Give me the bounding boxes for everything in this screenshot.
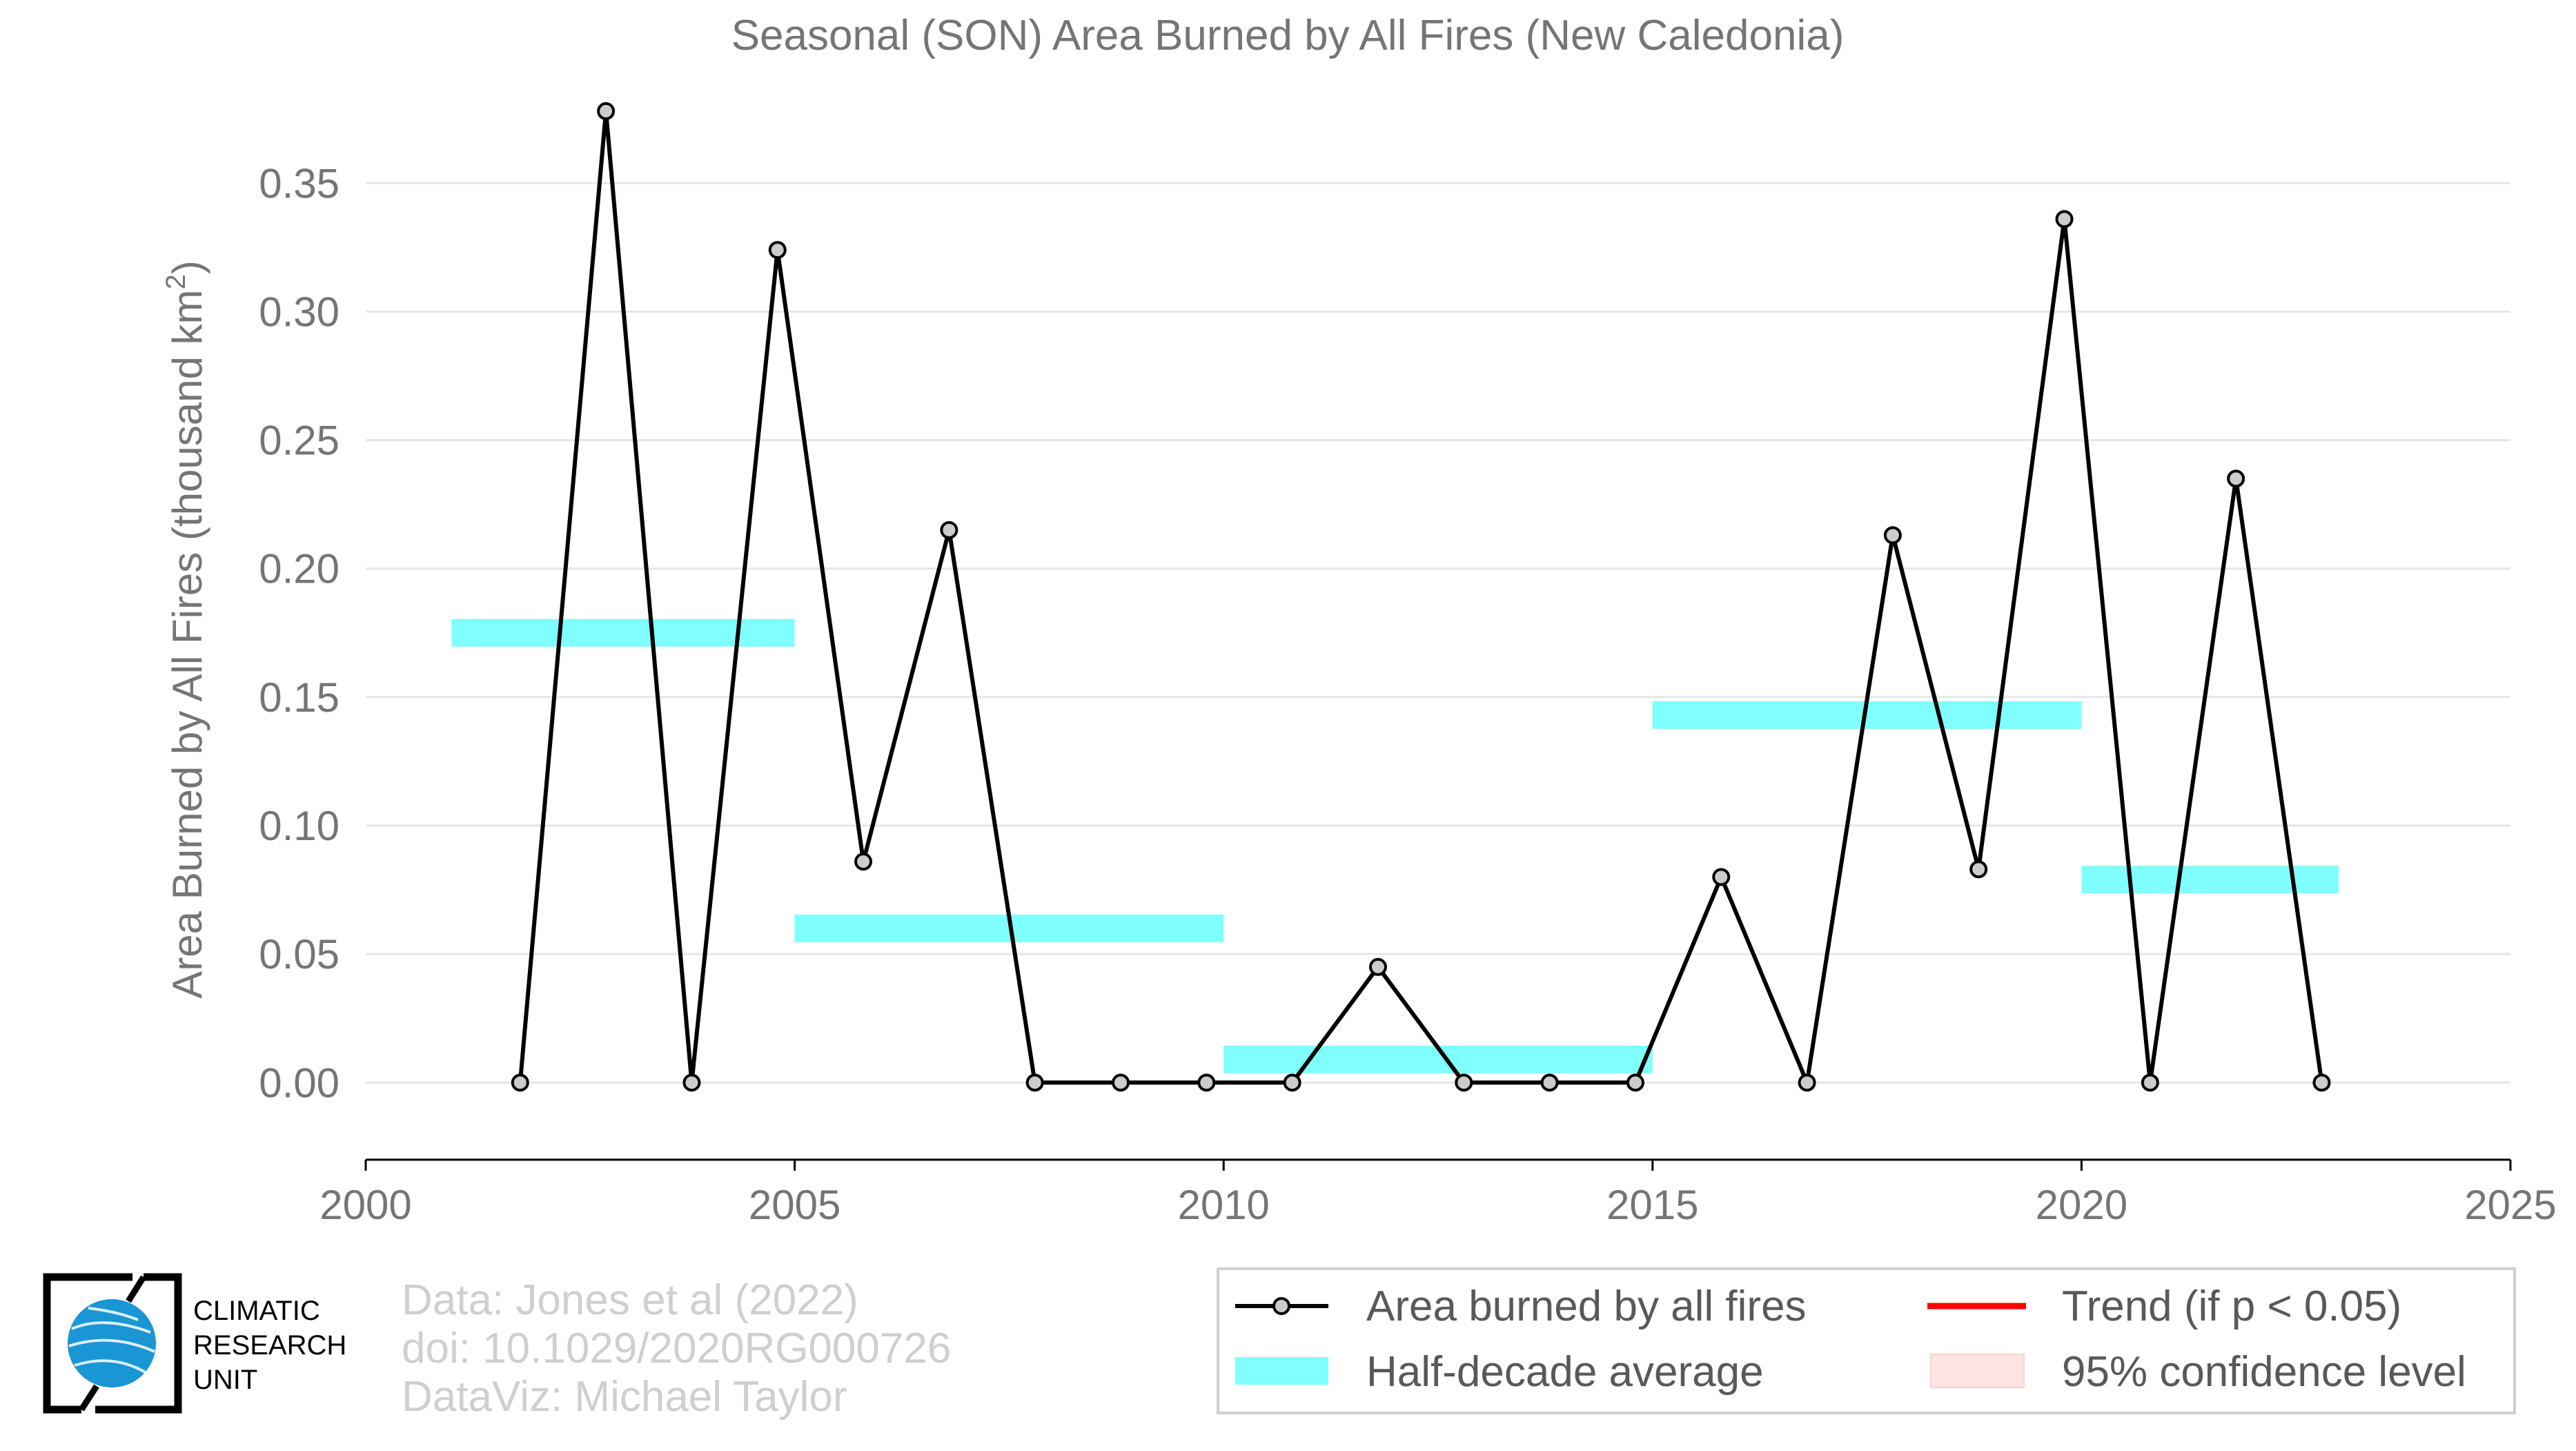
series-point <box>511 1073 529 1092</box>
series-point <box>1197 1073 1216 1092</box>
half-decade-bar <box>2081 866 2339 894</box>
y-axis-label-main: Area Burned by All Fires (thousand km <box>164 290 210 999</box>
legend-ci-swatch <box>1930 1354 2025 1388</box>
legend-band-swatch <box>1235 1357 1328 1385</box>
y-axis-label-close: ) <box>164 260 210 274</box>
half-decade-bands <box>451 619 2339 1073</box>
logo-bracket-right <box>95 1273 182 1414</box>
series-point <box>1283 1073 1301 1092</box>
y-tick-label: 0.20 <box>259 546 340 592</box>
legend-label-band: Half-decade average <box>1366 1348 1764 1396</box>
axes <box>364 1158 2512 1171</box>
logo-globe-swirl <box>68 1307 155 1375</box>
x-tick-label: 2000 <box>319 1182 411 1228</box>
x-tick-label: 2020 <box>2036 1182 2127 1228</box>
legend-box <box>1217 1267 2516 1414</box>
y-axis-label: Area Burned by All Fires (thousand km2) <box>161 260 210 998</box>
logo-text-climatic: CLIMATIC <box>193 1296 320 1326</box>
y-tick-label: 0.35 <box>259 160 340 206</box>
legend-label-trend: Trend (if p < 0.05) <box>2062 1283 2401 1330</box>
series-point <box>1025 1073 1044 1092</box>
y-tick-label: 0.30 <box>259 289 340 335</box>
x-tick-labels: 2000 2005 2010 2015 2020 2025 <box>319 1182 2556 1228</box>
y-tick-labels: 0.00 0.05 0.10 0.15 0.20 0.25 0.30 0.35 <box>259 160 340 1106</box>
y-tick-label: 0.10 <box>259 803 340 849</box>
credit-dataviz: DataViz: Michael Taylor <box>402 1373 847 1421</box>
series-line <box>518 109 2324 1085</box>
series-point <box>2141 1073 2159 1092</box>
series-point <box>1626 1073 1644 1092</box>
y-tick-label: 0.25 <box>259 418 340 464</box>
y-tick-label: 0.05 <box>259 931 340 977</box>
chart-title: Seasonal (SON) Area Burned by All Fires … <box>731 12 1845 59</box>
series-point <box>682 1073 701 1092</box>
logo-bracket-left <box>43 1273 132 1414</box>
logo-slash-top <box>126 1275 146 1303</box>
series-markers <box>511 102 2331 1092</box>
logo-text-research: RESEARCH <box>193 1330 346 1361</box>
series-point <box>1798 1073 1816 1092</box>
series-point <box>854 853 873 871</box>
credit-doi: doi: 10.1029/2020RG000726 <box>402 1325 951 1372</box>
series-point <box>1368 957 1387 976</box>
legend-marker-swatch <box>1272 1297 1290 1315</box>
legend-label-series: Area burned by all fires <box>1366 1283 1807 1330</box>
series-point <box>1540 1073 1559 1092</box>
half-decade-bar <box>451 619 795 647</box>
series-point <box>2055 210 2074 228</box>
series-line-layer <box>518 109 2324 1085</box>
y-axis-label-sup: 2 <box>161 274 191 289</box>
legend-label-ci: 95% confidence level <box>2062 1348 2466 1396</box>
logo-slash-bottom <box>79 1384 99 1412</box>
x-tick-label: 2010 <box>1177 1182 1269 1228</box>
series-point <box>940 520 958 539</box>
y-tick-label: 0.00 <box>259 1060 340 1106</box>
grid <box>366 182 2510 1084</box>
series-point <box>2312 1073 2331 1092</box>
series-point <box>1712 868 1731 886</box>
cru-logo: CLIMATIC RESEARCH UNIT <box>43 1273 346 1414</box>
series-point <box>1112 1073 1130 1092</box>
credits: Data: Jones et al (2022) doi: 10.1029/20… <box>402 1276 951 1421</box>
series-point <box>597 102 616 121</box>
x-tick-label: 2015 <box>1606 1182 1698 1228</box>
series-point <box>1969 860 1988 879</box>
series-point <box>768 241 787 260</box>
legend: Area burned by all fires Trend (if p < 0… <box>1217 1267 2516 1414</box>
y-tick-label: 0.15 <box>259 674 340 721</box>
series-point <box>2227 469 2245 488</box>
logo-text-unit: UNIT <box>193 1365 257 1395</box>
series-point <box>1883 526 1902 545</box>
x-tick-label: 2025 <box>2464 1182 2556 1228</box>
series-point <box>1455 1073 1473 1092</box>
credit-data-source: Data: Jones et al (2022) <box>402 1276 858 1324</box>
x-tick-label: 2005 <box>749 1182 840 1228</box>
